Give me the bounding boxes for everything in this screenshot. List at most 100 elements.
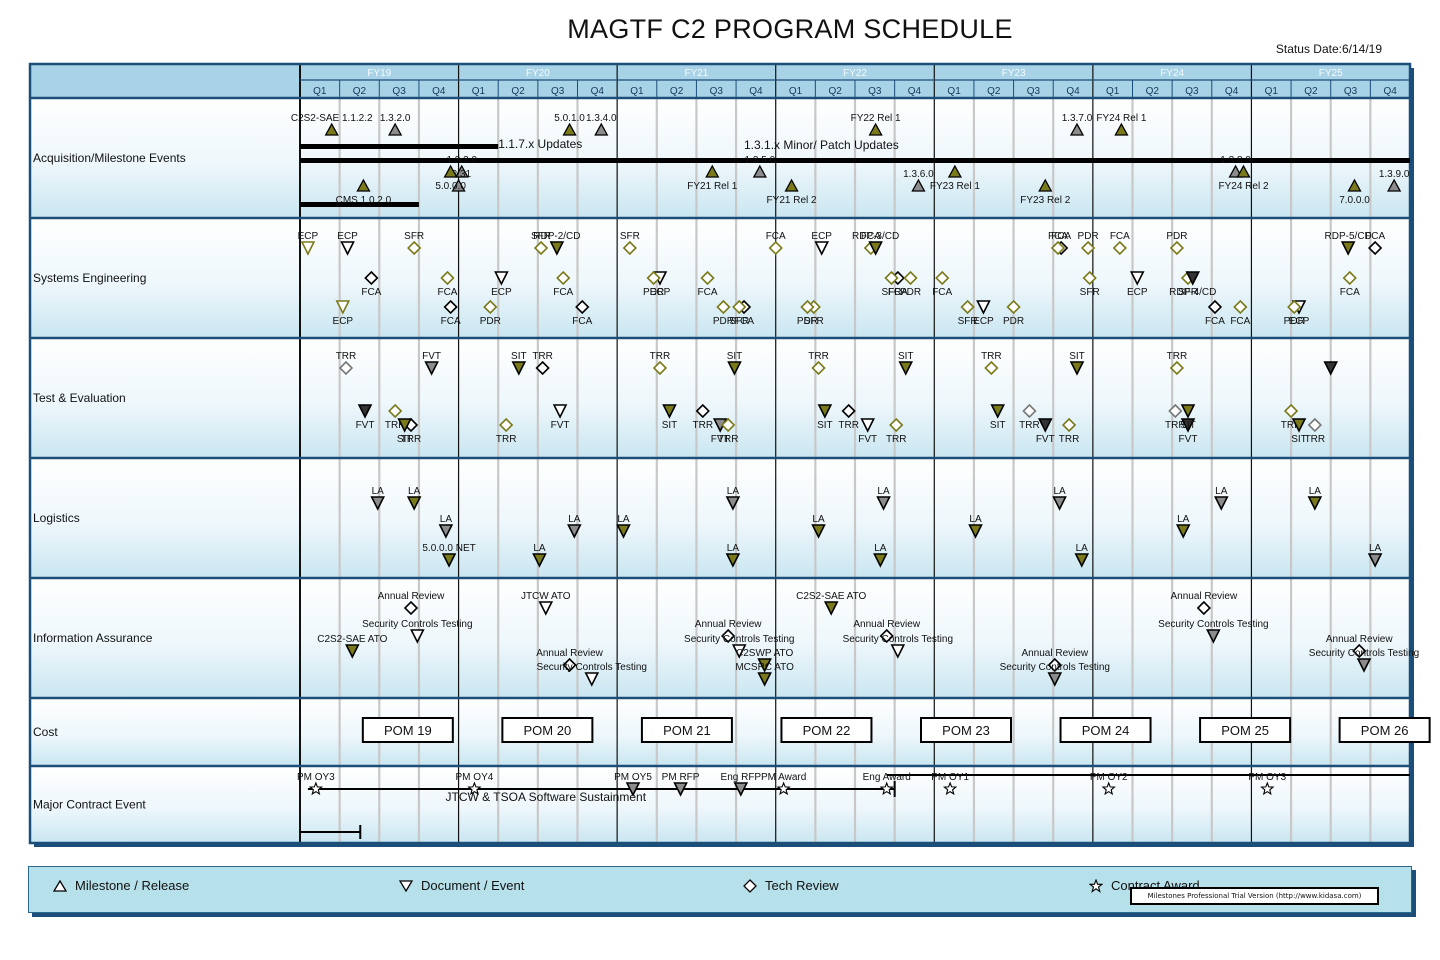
diamond-marker: [1006, 299, 1021, 315]
diamond-marker: [903, 270, 918, 286]
milestone-label: Security Controls Testing: [843, 634, 953, 645]
cost-box: [501, 717, 594, 743]
quarter-label: Q3: [710, 86, 724, 97]
milestone-label: SFR: [1178, 287, 1198, 298]
triangle-up-marker: [784, 178, 799, 192]
milestone-label: SIT: [1180, 420, 1196, 431]
legend-label-document: Document / Event: [421, 878, 525, 893]
milestone-label: 1.3.8.0: [1220, 155, 1251, 166]
milestone-label: FCA: [1205, 316, 1225, 327]
row-band: [30, 766, 1410, 843]
milestone-label: C2S2-SAE 1.1.2.2: [291, 113, 373, 124]
diamond-marker: [1169, 240, 1185, 256]
diamond-marker: [889, 417, 904, 433]
triangle-down-marker: [441, 553, 457, 568]
triangle-down-marker: [549, 241, 565, 256]
page-title: MAGTF C2 PROGRAM SCHEDULE: [567, 14, 1013, 44]
star-icon: [1089, 878, 1103, 893]
milestone-label: ECP: [1127, 287, 1148, 298]
diamond-marker: [700, 270, 715, 286]
milestone-label: SIT: [511, 351, 527, 362]
quarter-label: Q2: [511, 86, 525, 97]
trial-watermark: Milestones Professional Trial Version (h…: [1130, 887, 1379, 905]
legend-label-tech-review: Tech Review: [765, 878, 839, 893]
triangle-down-marker: [731, 644, 747, 659]
triangle-down-marker: [990, 404, 1006, 419]
triangle-down-marker: [727, 361, 742, 376]
triangle-down-marker: [868, 241, 883, 256]
milestone-label: LA: [372, 486, 385, 497]
triangle-down-marker: [406, 496, 422, 511]
quarter-label: Q2: [829, 86, 843, 97]
milestone-label: FVT: [1179, 434, 1198, 445]
quarter-label: Q1: [1265, 86, 1279, 97]
star-marker: [467, 781, 482, 796]
triangle-down-marker: [438, 524, 454, 539]
milestone-label: LA: [617, 514, 630, 525]
quarter-label: Q1: [472, 86, 486, 97]
milestone-label: PDR: [1003, 316, 1024, 327]
triangle-up-marker: [1236, 164, 1251, 178]
quarter-label: Q1: [1106, 86, 1120, 97]
triangle-up-marker: [562, 122, 577, 136]
row-label: Logistics: [33, 511, 80, 525]
milestone-label: 7.0.0.0: [1339, 195, 1370, 206]
milestone-label: ECP: [811, 231, 832, 242]
milestone-label: 1.3.9.0: [1379, 169, 1410, 180]
cost-label: POM 26: [1361, 723, 1409, 738]
legend-item-tech-review: Tech Review: [743, 878, 839, 893]
diamond-marker: [1283, 403, 1299, 419]
milestone-label: Annual Review: [378, 591, 445, 602]
triangle-down-marker: [898, 361, 914, 376]
cost-label: POM 24: [1082, 723, 1130, 738]
timeline-bar: [300, 202, 419, 207]
triangle-down-marker: [335, 300, 351, 315]
diamond-marker: [960, 299, 975, 315]
triangle-down-marker: [1340, 241, 1356, 256]
milestone-label: RDP-5/CD: [1325, 231, 1372, 242]
fy-label: FY21: [684, 68, 708, 79]
triangle-down-marker: [532, 553, 547, 568]
star-marker: [879, 781, 894, 796]
quarter-label: Q2: [1304, 86, 1318, 97]
diamond-marker: [935, 270, 950, 286]
milestone-label: LA: [812, 514, 825, 525]
triangle-down-marker: [1214, 496, 1229, 511]
row-band: [30, 578, 1410, 698]
milestone-label: FCA: [553, 287, 573, 298]
milestone-label: TRR: [692, 420, 713, 431]
milestone-label: ECP: [333, 316, 354, 327]
triangle-down-marker: [860, 418, 875, 433]
triangle-up-marker: [443, 164, 458, 178]
milestone-label: LA: [1177, 514, 1190, 525]
triangle-up-marker: [911, 178, 926, 192]
milestone-label: FCA: [932, 287, 952, 298]
milestone-label: PDR: [713, 316, 734, 327]
milestone-label: PDR: [1166, 231, 1187, 242]
milestone-label: C2S2-SAE ATO: [796, 591, 866, 602]
timeline-header: [30, 64, 1410, 98]
milestone-label: C2S2-SAE ATO: [317, 634, 387, 645]
triangle-down-marker: [811, 524, 826, 539]
milestone-label: CMS 1.0.2.0: [336, 195, 392, 206]
milestone-label: 1.3.2.0: [380, 113, 411, 124]
cost-label: POM 22: [803, 723, 851, 738]
milestone-label: PM Award: [761, 772, 806, 783]
milestone-label: LA: [533, 543, 546, 554]
cost-label: POM 21: [663, 723, 711, 738]
milestone-label: FVT: [551, 420, 570, 431]
milestone-label: TRR: [1059, 434, 1080, 445]
milestone-label: 5.0.0.0: [435, 181, 466, 192]
quarter-label: Q4: [1384, 86, 1398, 97]
diamond-marker: [1061, 417, 1077, 433]
milestone-label: LA: [969, 514, 982, 525]
diamond-marker: [499, 417, 514, 433]
triangle-down-marker: [1323, 361, 1339, 376]
milestone-label: JTCW ATO: [521, 591, 571, 602]
milestone-label: FY23 Rel 1: [930, 181, 980, 192]
milestone-label: FY24 Rel 1: [1096, 113, 1146, 124]
quarter-label: Q2: [353, 86, 367, 97]
milestone-label: TRR: [532, 351, 553, 362]
diamond-marker: [1080, 240, 1096, 256]
star-marker: [776, 781, 791, 796]
